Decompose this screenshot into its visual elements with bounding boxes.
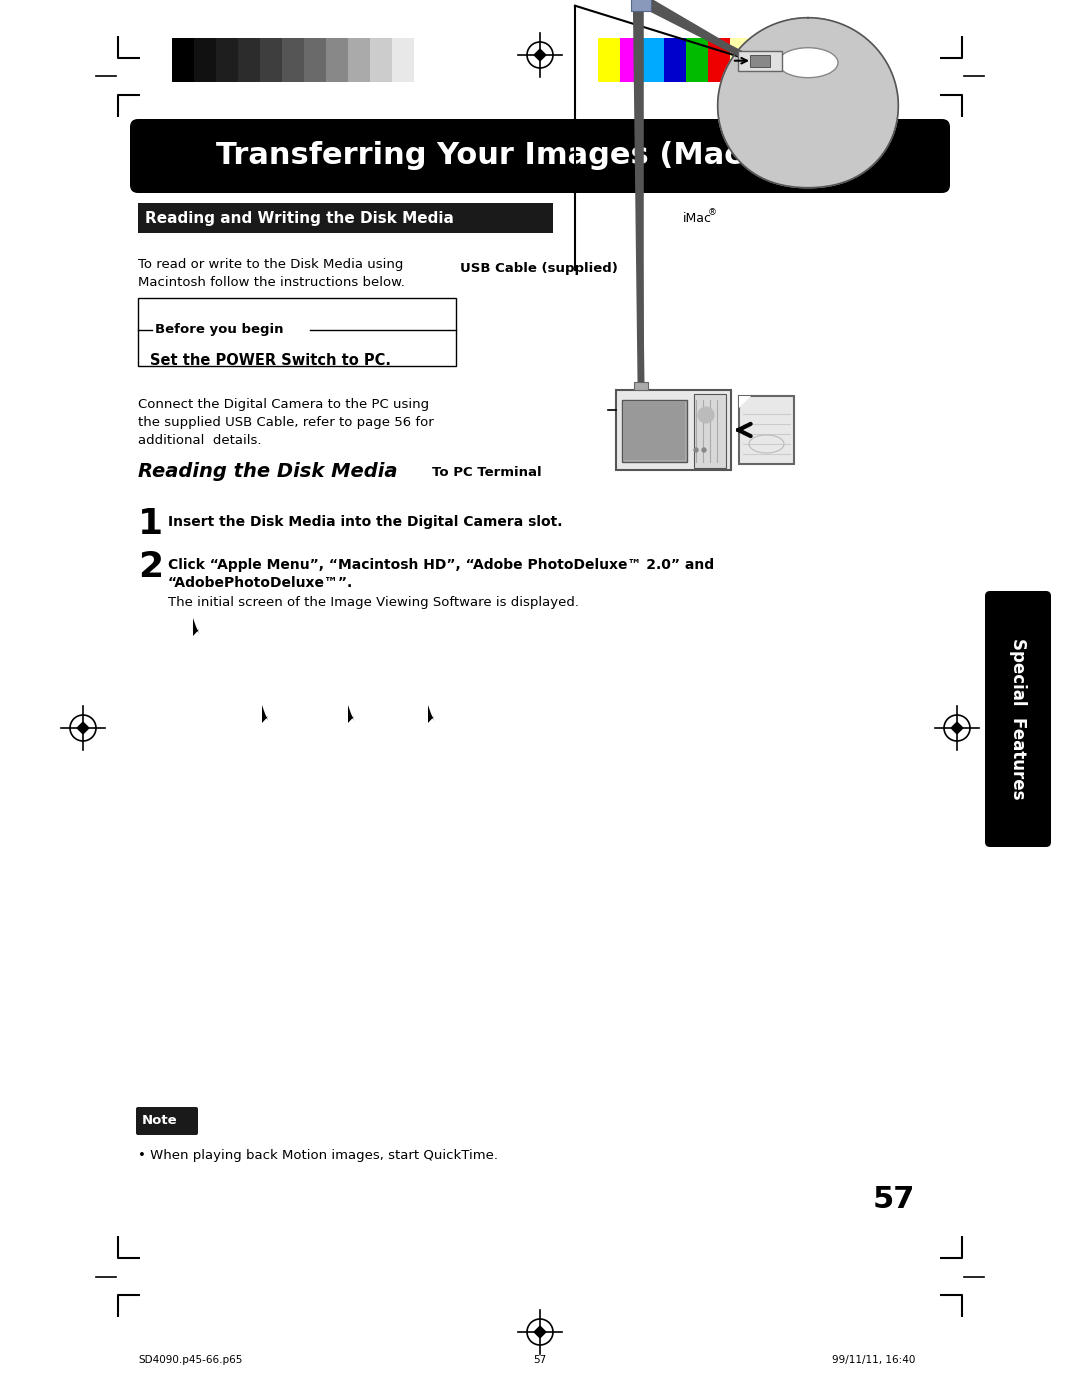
Circle shape bbox=[694, 448, 698, 453]
Bar bbox=[282, 38, 303, 82]
Text: 57: 57 bbox=[873, 1185, 915, 1214]
Bar bbox=[642, 38, 664, 82]
Text: Special  Features: Special Features bbox=[1009, 638, 1027, 799]
Text: 1: 1 bbox=[138, 507, 163, 541]
Bar bbox=[620, 38, 642, 82]
Bar bbox=[752, 38, 774, 82]
Bar bbox=[138, 203, 553, 233]
Circle shape bbox=[702, 448, 706, 453]
Bar bbox=[238, 38, 260, 82]
Bar bbox=[622, 400, 687, 462]
Polygon shape bbox=[739, 395, 751, 408]
Bar bbox=[172, 38, 194, 82]
Bar bbox=[796, 38, 818, 82]
Bar bbox=[303, 38, 326, 82]
FancyBboxPatch shape bbox=[130, 119, 950, 193]
Polygon shape bbox=[535, 49, 545, 61]
Bar bbox=[326, 38, 348, 82]
Text: Insert the Disk Media into the Digital Camera slot.: Insert the Disk Media into the Digital C… bbox=[168, 515, 563, 529]
Bar bbox=[686, 38, 708, 82]
Text: ®: ® bbox=[708, 208, 717, 218]
Bar bbox=[774, 38, 796, 82]
Bar bbox=[194, 38, 216, 82]
Text: 99/11/11, 16:40: 99/11/11, 16:40 bbox=[832, 1355, 915, 1365]
Text: To read or write to the Disk Media using: To read or write to the Disk Media using bbox=[138, 258, 403, 271]
FancyBboxPatch shape bbox=[138, 298, 456, 366]
Bar bbox=[348, 38, 370, 82]
Text: iMac: iMac bbox=[683, 211, 712, 225]
Polygon shape bbox=[348, 705, 356, 724]
Polygon shape bbox=[718, 18, 899, 187]
FancyBboxPatch shape bbox=[985, 591, 1051, 847]
Text: Click “Apple Menu”, “Macintosh HD”, “Adobe PhotoDeluxe™ 2.0” and: Click “Apple Menu”, “Macintosh HD”, “Ado… bbox=[168, 557, 714, 571]
Text: Reading and Writing the Disk Media: Reading and Writing the Disk Media bbox=[145, 211, 454, 225]
Polygon shape bbox=[193, 617, 201, 636]
Text: additional  details.: additional details. bbox=[138, 434, 261, 447]
FancyBboxPatch shape bbox=[136, 1106, 198, 1134]
Polygon shape bbox=[951, 722, 963, 733]
Text: Connect the Digital Camera to the PC using: Connect the Digital Camera to the PC usi… bbox=[138, 398, 429, 411]
Text: Note: Note bbox=[141, 1115, 177, 1127]
Polygon shape bbox=[535, 1326, 545, 1338]
Text: the supplied USB Cable, refer to page 56 for: the supplied USB Cable, refer to page 56… bbox=[138, 416, 434, 429]
Bar bbox=[750, 54, 770, 67]
Bar bbox=[598, 38, 620, 82]
Bar bbox=[392, 38, 414, 82]
Bar bbox=[631, 0, 651, 11]
Text: 57: 57 bbox=[534, 1355, 546, 1365]
Bar bbox=[738, 50, 782, 71]
Text: To PC Terminal: To PC Terminal bbox=[432, 467, 542, 479]
Text: Reading the Disk Media: Reading the Disk Media bbox=[138, 462, 397, 481]
Polygon shape bbox=[428, 705, 436, 724]
Text: • When playing back Motion images, start QuickTime.: • When playing back Motion images, start… bbox=[138, 1148, 498, 1162]
Bar bbox=[694, 394, 726, 468]
Bar bbox=[370, 38, 392, 82]
Polygon shape bbox=[77, 722, 89, 733]
Text: Set the POWER Switch to PC.: Set the POWER Switch to PC. bbox=[150, 353, 391, 367]
Text: “AdobePhotoDeluxe™”.: “AdobePhotoDeluxe™”. bbox=[168, 576, 353, 590]
Bar bbox=[634, 381, 648, 390]
Bar bbox=[818, 38, 840, 82]
Text: USB Cable (supplied): USB Cable (supplied) bbox=[460, 263, 618, 275]
Circle shape bbox=[698, 407, 714, 423]
Bar bbox=[260, 38, 282, 82]
Bar bbox=[730, 38, 752, 82]
Bar bbox=[616, 390, 731, 469]
Polygon shape bbox=[262, 705, 270, 724]
Text: 2: 2 bbox=[138, 550, 163, 584]
Text: Macintosh follow the instructions below.: Macintosh follow the instructions below. bbox=[138, 277, 405, 289]
Bar bbox=[216, 38, 238, 82]
Bar bbox=[664, 38, 686, 82]
Text: Before you begin: Before you begin bbox=[156, 324, 283, 337]
Text: Transferring Your Images (Macintosh): Transferring Your Images (Macintosh) bbox=[216, 141, 864, 170]
Text: SD4090.p45-66.p65: SD4090.p45-66.p65 bbox=[138, 1355, 242, 1365]
Bar bbox=[708, 38, 730, 82]
Ellipse shape bbox=[778, 47, 838, 78]
Text: The initial screen of the Image Viewing Software is displayed.: The initial screen of the Image Viewing … bbox=[168, 597, 579, 609]
Bar bbox=[624, 402, 685, 460]
Bar bbox=[739, 395, 794, 464]
